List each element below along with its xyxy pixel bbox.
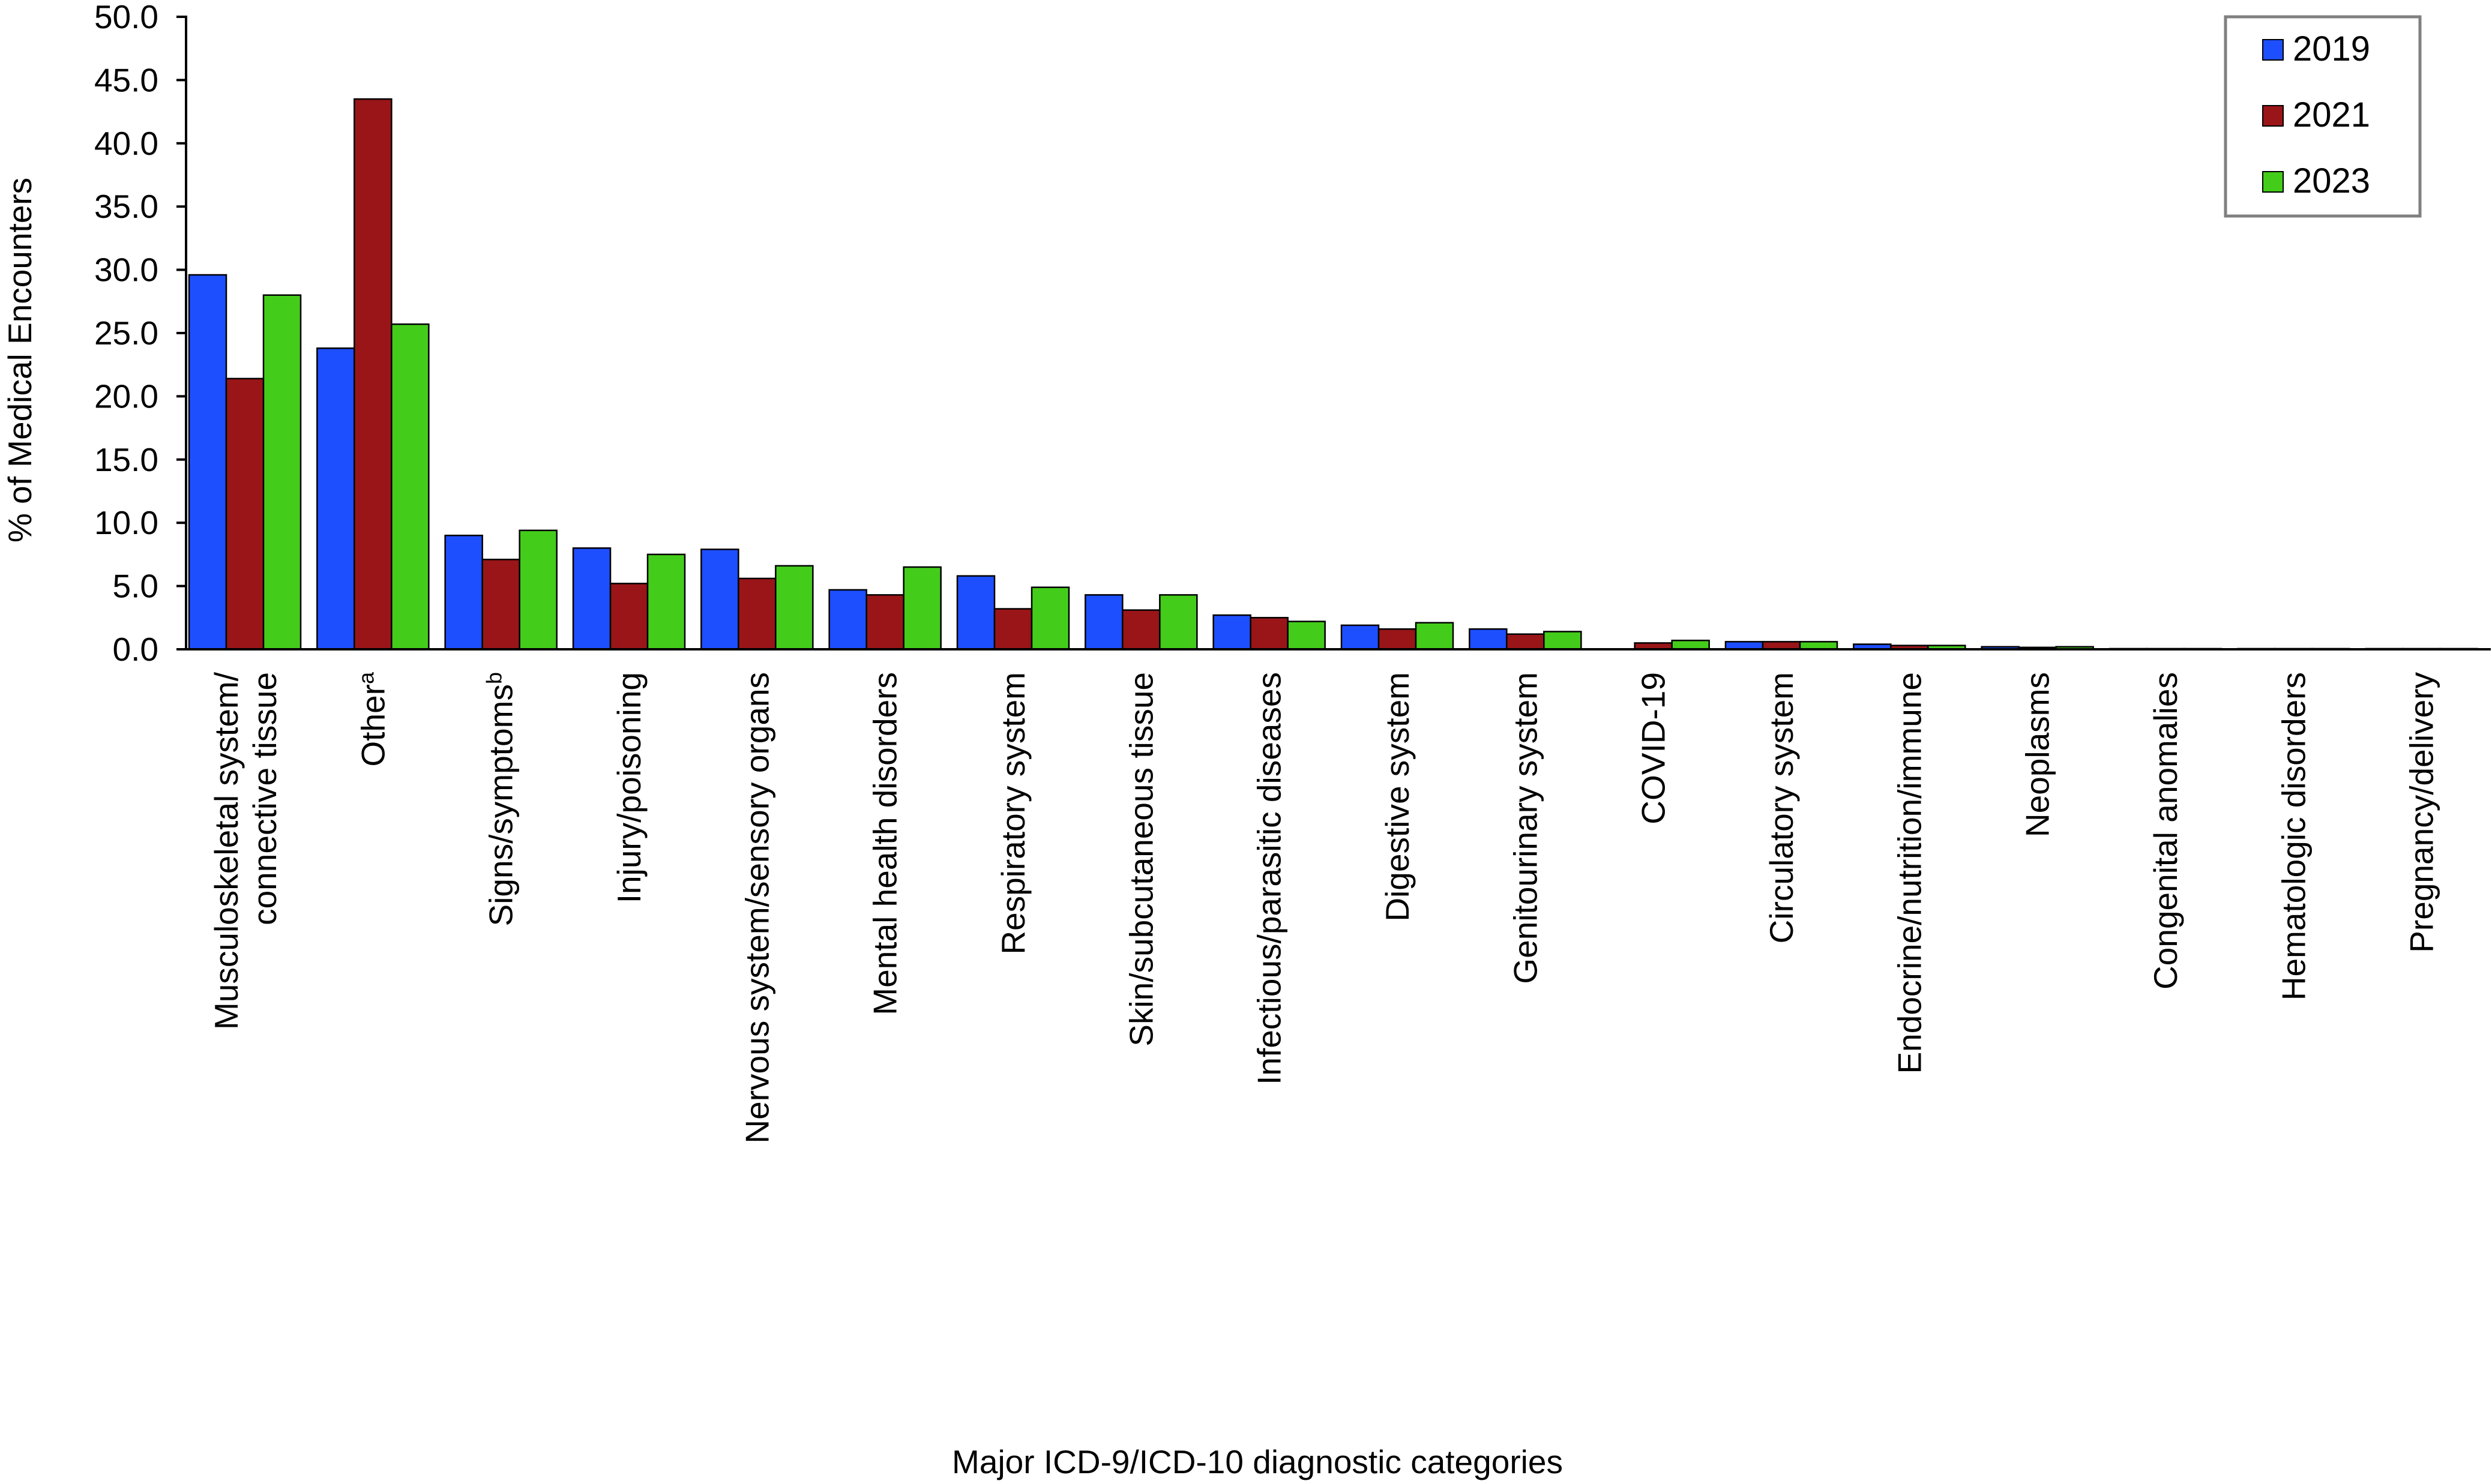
y-tick-label: 25.0 <box>94 314 158 352</box>
bar-2019-3 <box>572 547 612 650</box>
category-label: Injury/poisoning <box>610 672 648 903</box>
category-label: Nervous system/sensory organs <box>738 672 775 1144</box>
legend-box <box>2224 15 2422 218</box>
y-tick-label: 30.0 <box>94 251 158 289</box>
bar-2021-9 <box>1377 628 1417 650</box>
y-tick-label: 20.0 <box>94 377 158 415</box>
bar-2021-5 <box>865 594 904 650</box>
bar-2021-0 <box>225 377 265 650</box>
category-label: Digestive system <box>1379 672 1416 922</box>
category-label: Skin/subcutaneous tissue <box>1122 672 1160 1047</box>
bar-2021-1 <box>354 98 393 650</box>
bar-2023-2 <box>519 529 558 650</box>
y-tick-label: 5.0 <box>113 568 158 605</box>
category-label: COVID-19 <box>1635 672 1672 825</box>
y-tick-label: 40.0 <box>94 125 158 162</box>
bar-2021-4 <box>738 577 777 650</box>
category-label: Circulatory system <box>1763 672 1800 943</box>
category-label: Hematologic disorders <box>2275 672 2312 1000</box>
category-label: Respiratory system <box>995 672 1032 955</box>
category-label: Congenital anomalies <box>2147 672 2184 990</box>
y-axis-ticks <box>176 16 186 650</box>
legend-swatch-2019 <box>2262 39 2284 61</box>
bar-2019-6 <box>956 575 996 650</box>
bar-2023-10 <box>1543 631 1582 650</box>
bar-2019-4 <box>700 548 739 650</box>
bars <box>188 98 2478 650</box>
bar-2021-2 <box>481 559 520 650</box>
bar-2023-3 <box>646 553 686 650</box>
y-tick-label: 0.0 <box>113 631 158 668</box>
bar-2019-9 <box>1340 624 1380 650</box>
x-axis-title: Major ICD-9/ICD-10 diagnostic categories <box>952 1443 1563 1480</box>
bar-2023-6 <box>1031 586 1070 650</box>
legend-label-2019: 2019 <box>2293 29 2370 68</box>
y-axis-tick-labels: 0.0 5.0 10.0 15.0 20.0 25.0 30.0 35.0 40.0 45.0 50… <box>94 0 158 668</box>
y-tick-label: 15.0 <box>94 441 158 478</box>
bar-2021-10 <box>1506 633 1545 650</box>
bar-2023-1 <box>391 323 430 650</box>
category-label: Musculoskeletal system/connective tissue <box>208 671 283 1030</box>
bar-2019-7 <box>1085 594 1124 650</box>
category-label: Endocrine/nutrition/immune <box>1891 672 1928 1074</box>
legend-label-2021: 2021 <box>2293 95 2370 134</box>
bar-2023-8 <box>1287 620 1326 650</box>
bar-2023-4 <box>775 565 814 650</box>
bar-2021-6 <box>993 608 1033 650</box>
bar-2021-3 <box>609 583 649 650</box>
bar-2023-5 <box>903 566 942 650</box>
legend-swatch-2021 <box>2262 105 2284 127</box>
legend-swatch-2023 <box>2262 171 2284 193</box>
category-label: Pregnancy/delivery <box>2403 672 2440 953</box>
y-axis-title: % of Medical Encounters <box>1 178 38 542</box>
bar-2021-7 <box>1122 609 1161 650</box>
y-tick-label: 10.0 <box>94 504 158 541</box>
bar-2023-0 <box>262 294 302 650</box>
bar-2019-10 <box>1469 628 1508 650</box>
bar-2023-9 <box>1415 622 1454 650</box>
category-label: Mental health disorders <box>867 672 904 1015</box>
legend: 2019 2021 2023 <box>2224 15 2422 218</box>
bar-2019-5 <box>828 589 867 650</box>
category-labels: Musculoskeletal system/connective tissue… <box>208 671 2440 1144</box>
category-label: Neoplasms <box>2019 672 2056 837</box>
bar-2021-8 <box>1250 617 1289 650</box>
bar-2019-1 <box>316 347 355 650</box>
bar-2023-11 <box>1671 639 1710 650</box>
category-label: Genitourinary system <box>1506 672 1544 984</box>
y-tick-label: 35.0 <box>94 188 158 225</box>
category-label: Signs/symptomsb <box>482 672 520 926</box>
bar-2019-2 <box>444 535 483 650</box>
category-label: Infectious/parasitic diseases <box>1251 672 1288 1085</box>
bar-2019-8 <box>1212 614 1251 650</box>
y-tick-label: 45.0 <box>94 61 158 98</box>
bar-2019-0 <box>188 274 227 650</box>
category-label: Othera <box>354 671 391 767</box>
bar-2023-7 <box>1159 594 1198 650</box>
legend-label-2023: 2023 <box>2293 161 2370 200</box>
y-tick-label: 50.0 <box>94 0 158 35</box>
